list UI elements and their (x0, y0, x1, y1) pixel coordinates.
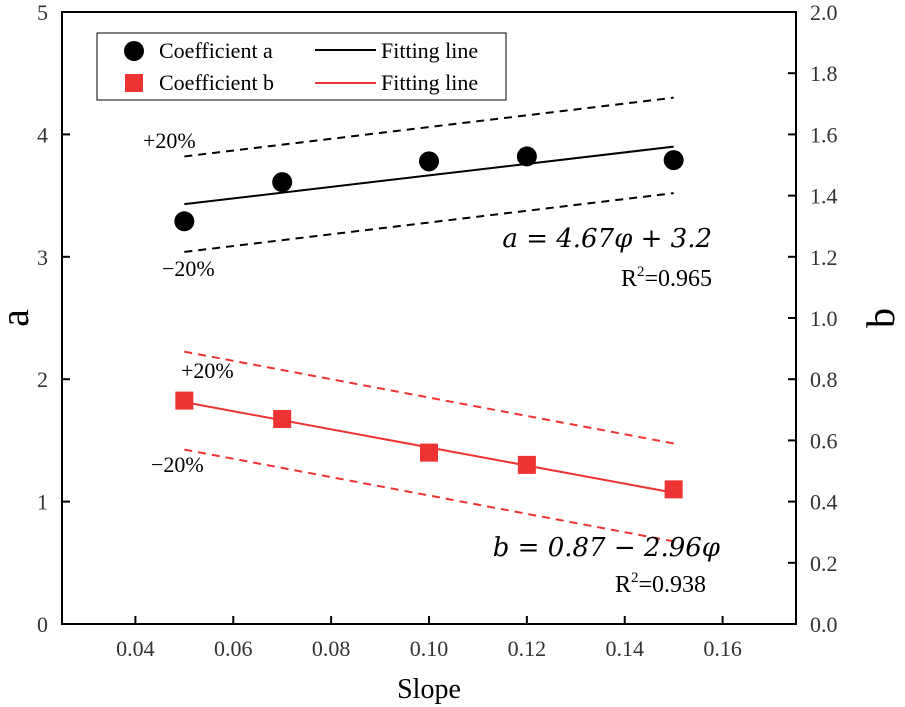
y-right-tick-label: 1.2 (810, 245, 838, 270)
x-tick-label: 0.16 (703, 636, 742, 661)
y-left-tick-label: 3 (37, 245, 48, 270)
y-right-tick-label: 1.6 (810, 122, 838, 147)
fit-line-left (184, 145, 674, 206)
y-left-tick-label: 4 (37, 122, 48, 147)
x-tick-label: 0.12 (508, 636, 547, 661)
legend-label-coefficient-b: Coefficient b (159, 70, 274, 95)
legend-box (96, 32, 507, 101)
a-plus-20-label: +20% (143, 128, 196, 153)
ticks-layer: 0.04 0.06 0.08 0.10 0.12 0.14 0.16 0 1 2 3 4 5 0.0 0.2… (37, 0, 838, 661)
b-minus-20-label: −20% (151, 452, 204, 477)
r2-b-prefix: R (615, 572, 631, 598)
y-left-tick-label: 0 (37, 612, 48, 637)
data-point-coefficient-b (175, 391, 194, 410)
legend-label-coefficient-a: Coefficient a (159, 38, 273, 63)
x-axis-title: Slope (397, 674, 461, 705)
equation-a: a = 4.67φ + 3.2 (502, 224, 712, 254)
y-left-tick-label: 5 (37, 0, 48, 25)
y-right-tick-label: 1.0 (810, 306, 838, 331)
x-tick-label: 0.14 (605, 636, 644, 661)
y-left-tick-label: 2 (37, 367, 48, 392)
bound-line-right (184, 350, 674, 445)
y-right-tick-label: 0.2 (810, 551, 838, 576)
y-right-tick-label: 0.6 (810, 428, 838, 453)
b-plus-20-label: +20% (181, 358, 234, 383)
data-point-coefficient-a (419, 151, 439, 172)
r2-b-value: =0.938 (638, 572, 706, 598)
x-tick-label: 0.06 (214, 636, 253, 661)
legend-marker-coefficient-a (124, 41, 144, 61)
x-tick-label: 0.10 (410, 636, 449, 661)
y-right-axis-title: b (858, 308, 903, 328)
y-right-tick-label: 1.4 (810, 184, 838, 209)
a-minus-20-label: −20% (162, 256, 215, 281)
y-right-tick-label: 2.0 (810, 0, 838, 25)
x-tick-label: 0.08 (312, 636, 351, 661)
y-right-tick-label: 1.8 (810, 61, 838, 86)
data-point-coefficient-a (516, 146, 537, 167)
legend-label-fit-a: Fitting line (381, 38, 478, 63)
data-point-coefficient-a (663, 150, 684, 171)
r-squared-b: R2=0.938 (615, 570, 706, 598)
r2-a-sup: 2 (637, 264, 645, 280)
legend-label-fit-b: Fitting line (381, 70, 478, 95)
points-layer (174, 146, 684, 499)
y-left-tick-label: 1 (37, 490, 48, 515)
y-right-tick-label: 0.0 (810, 612, 838, 637)
bound-line-right (184, 448, 674, 543)
data-point-coefficient-b (517, 455, 536, 474)
y-right-tick-label: 0.4 (810, 490, 838, 515)
data-point-coefficient-a (272, 172, 293, 193)
data-point-coefficient-a (174, 211, 195, 232)
legend: Coefficient a Fitting line Coefficient b… (96, 32, 507, 101)
data-point-coefficient-b (664, 480, 683, 499)
r2-b-sup: 2 (631, 570, 639, 586)
data-point-coefficient-b (273, 409, 292, 428)
bound-line-left (184, 96, 674, 158)
y-left-axis-title: a (0, 309, 37, 327)
legend-marker-coefficient-b (125, 74, 143, 92)
y-right-tick-label: 0.8 (810, 367, 838, 392)
r2-a-prefix: R (621, 266, 637, 292)
r2-a-value: =0.965 (644, 266, 712, 292)
data-point-coefficient-b (420, 443, 438, 462)
r-squared-a: R2=0.965 (621, 264, 712, 292)
bound-line-left (184, 192, 674, 253)
equation-b: b = 0.87 − 2.96φ (493, 533, 721, 563)
x-tick-label: 0.04 (116, 636, 155, 661)
